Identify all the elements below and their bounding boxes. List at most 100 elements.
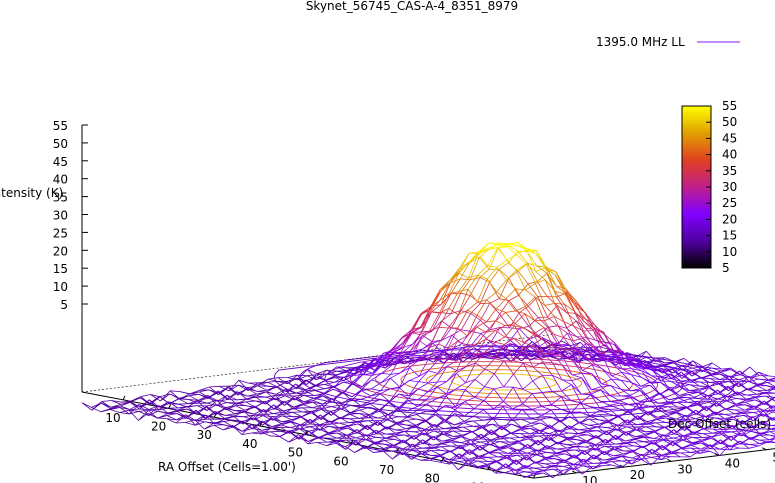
mesh-line (642, 446, 653, 455)
mesh-line (698, 387, 709, 392)
mesh-line (139, 404, 150, 410)
mesh-line (406, 414, 417, 418)
mesh-line (188, 394, 199, 397)
mesh-line (374, 443, 384, 449)
mesh-line (236, 398, 247, 401)
mesh-line (699, 381, 710, 383)
mesh-line (498, 449, 509, 454)
mesh-line (464, 401, 475, 410)
mesh-line (668, 401, 679, 403)
x-tick (441, 456, 445, 461)
mesh-line (471, 431, 482, 440)
mesh-line (744, 405, 755, 411)
mesh-line (542, 390, 552, 393)
mesh-line (479, 282, 490, 304)
mesh-line (561, 384, 572, 392)
mesh-line (470, 443, 481, 451)
mesh-line (661, 373, 672, 378)
mesh-line (308, 430, 319, 439)
mesh-line (430, 300, 441, 308)
mesh-line (535, 267, 546, 272)
mesh-line (506, 254, 517, 261)
mesh-line (541, 349, 552, 352)
mesh-line (630, 390, 641, 396)
mesh-line (486, 466, 497, 471)
mesh-line (726, 400, 736, 405)
mesh-line (543, 327, 555, 335)
mesh-line (757, 385, 767, 391)
mesh-line (360, 398, 371, 402)
mesh-line (626, 429, 636, 436)
mesh-line (556, 296, 567, 313)
mesh-line (243, 414, 254, 418)
mesh-line (257, 382, 268, 387)
mesh-line (514, 469, 525, 473)
mesh-line (484, 358, 495, 370)
mesh-line (391, 347, 402, 356)
mesh-line (728, 383, 739, 392)
mesh-line (365, 439, 375, 443)
mesh-line (441, 334, 453, 341)
mesh-line (326, 373, 336, 376)
mesh-line (158, 401, 169, 411)
mesh-line (224, 416, 235, 420)
mesh-line (562, 356, 573, 361)
mesh-line (362, 364, 373, 370)
mesh-line (740, 433, 751, 439)
mesh-line (563, 337, 574, 350)
mesh-line (601, 383, 612, 387)
mesh-line (616, 428, 627, 433)
mesh-line (636, 426, 647, 431)
mesh-line (572, 372, 583, 376)
mesh-line (537, 440, 548, 449)
mesh-line (273, 411, 283, 414)
mesh-line (296, 377, 307, 386)
mesh-line (406, 418, 417, 421)
mesh-line (493, 401, 504, 409)
mesh-line (690, 452, 701, 454)
mesh-line (417, 409, 427, 412)
mesh-line (701, 366, 712, 375)
mesh-line (367, 420, 379, 426)
mesh-line (531, 347, 542, 352)
mesh-line (533, 334, 544, 341)
mesh-line (478, 248, 489, 255)
mesh-line (424, 424, 435, 436)
mesh-line (270, 427, 281, 432)
mesh-line (597, 430, 608, 436)
mesh-line (712, 428, 723, 434)
x-tick (122, 395, 126, 401)
mesh-line (720, 369, 731, 373)
mesh-line (267, 381, 278, 388)
mesh-line (356, 429, 367, 441)
mesh-line (468, 455, 479, 460)
mesh-line (465, 379, 476, 390)
z-tick-label: 5 (60, 298, 68, 312)
mesh-line (733, 418, 743, 424)
mesh-line (416, 403, 428, 411)
mesh-line (599, 408, 610, 411)
mesh-line (741, 425, 752, 431)
mesh-line (323, 388, 334, 395)
mesh-line (319, 425, 329, 427)
mesh-line (543, 472, 554, 479)
mesh-line (484, 342, 496, 353)
mesh-line (687, 397, 698, 405)
mesh-line (543, 468, 554, 472)
mesh-line (767, 379, 775, 382)
mesh-line (556, 441, 567, 446)
mesh-line (437, 348, 449, 360)
mesh-line (748, 381, 758, 385)
mesh-line (361, 375, 373, 388)
mesh-line (646, 422, 656, 428)
mesh-line (663, 437, 674, 440)
mesh-line (760, 431, 771, 434)
mesh-line (217, 390, 228, 400)
y-tick (714, 453, 719, 456)
mesh-line (431, 446, 442, 448)
mesh-line (456, 349, 467, 371)
mesh-line (661, 368, 672, 380)
mesh-line (484, 373, 495, 387)
mesh-line (365, 434, 376, 438)
mesh-line (711, 367, 722, 372)
